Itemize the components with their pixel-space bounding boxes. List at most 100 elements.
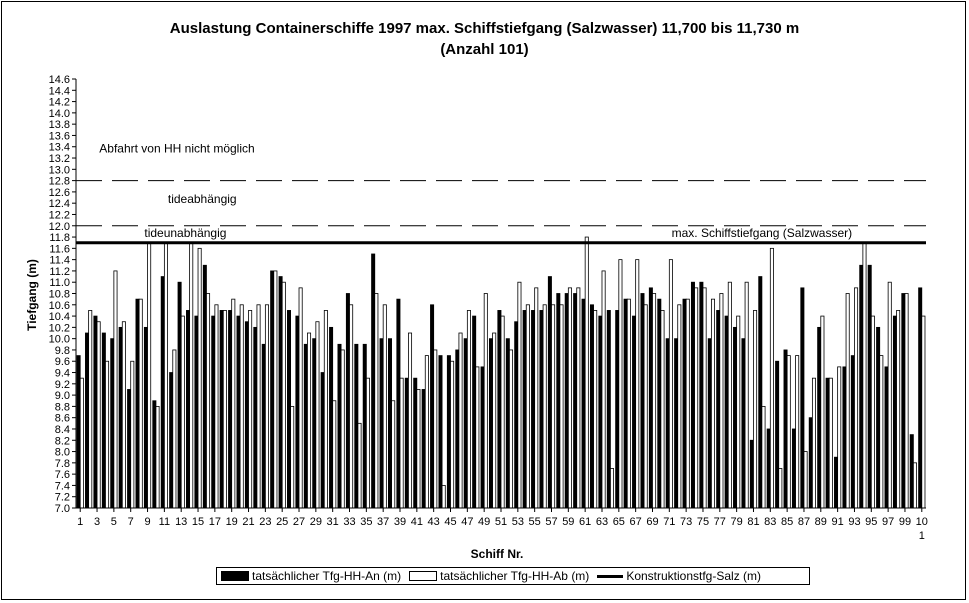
bar-an (135, 298, 140, 509)
y-tick-label: 10.4 (49, 311, 70, 323)
reference-lines (76, 180, 926, 245)
annotation-label: Abfahrt von HH nicht möglich (99, 141, 254, 155)
bar-ab (769, 247, 774, 509)
bar-ab (273, 270, 278, 509)
x-tick-label: 89 (815, 516, 827, 528)
bar-an (741, 338, 746, 509)
x-tick-label: 97 (882, 516, 894, 528)
y-tick-label: 12.4 (49, 198, 70, 210)
bar-ab (904, 293, 909, 509)
x-tick-label: 81 (747, 516, 759, 528)
bar-an (497, 310, 502, 509)
y-tick-label: 11.4 (49, 255, 70, 267)
bar-an (169, 372, 174, 509)
bar-ab (610, 468, 615, 509)
bar-ab (248, 310, 253, 509)
x-tick-label: 65 (613, 516, 625, 528)
bar-an (749, 439, 754, 509)
bar-ab (879, 355, 884, 509)
bar-an (253, 326, 258, 509)
x-tick-label: 17 (209, 516, 221, 528)
bar-ab (450, 360, 455, 509)
x-tick-label: 93 (848, 516, 860, 528)
bar-an (152, 400, 157, 509)
bar-ab (559, 304, 564, 509)
bar-ab (475, 366, 480, 509)
y-tick-label: 14.2 (49, 97, 70, 109)
bar-an (674, 338, 679, 509)
bar-an (472, 315, 477, 509)
bar-an (808, 417, 813, 509)
legend-label-an: tatsächlicher Tfg-HH-An (m) (252, 569, 402, 583)
bar-an (615, 310, 620, 509)
bar-ab (466, 310, 471, 509)
annotations: Abfahrt von HH nicht möglich tideabhängig… (99, 141, 852, 240)
x-tick-label: 83 (764, 516, 776, 528)
x-tick-label: 41 (411, 516, 423, 528)
legend-item-ab: tatsächlicher Tfg-HH-Ab (m) (409, 569, 589, 583)
bar-ab (854, 287, 859, 509)
bar-an (640, 293, 645, 509)
bar-an (766, 428, 771, 509)
bar-ab (921, 315, 926, 509)
y-tick-label: 13.0 (49, 164, 70, 176)
bar-an (387, 338, 392, 509)
y-tick-label: 7.6 (55, 469, 70, 481)
bar-ab (214, 304, 219, 509)
bar-ab (635, 259, 640, 509)
bar-an (194, 315, 199, 509)
y-tick-label: 10.0 (49, 334, 70, 346)
bar-ab (803, 451, 808, 509)
bar-an (783, 349, 788, 509)
bar-ab (702, 287, 707, 509)
y-tick-label: 8.4 (55, 424, 70, 436)
bar-ab (483, 293, 488, 509)
bar-ab (593, 310, 598, 509)
bar-an (791, 428, 796, 509)
bar-an (632, 315, 637, 509)
bar-an (228, 310, 233, 509)
bar-an (421, 389, 426, 509)
y-tick-label: 8.2 (55, 435, 70, 447)
bar-an (160, 276, 165, 509)
bar-ab (660, 310, 665, 509)
bar-an (362, 343, 367, 509)
bar-ab (264, 304, 269, 509)
bar-an (118, 326, 123, 509)
bar-an (186, 310, 191, 509)
bar-ab (744, 281, 749, 509)
bar-an (455, 349, 460, 509)
bar-an (657, 298, 662, 509)
bar-an (320, 372, 325, 509)
bar-an (598, 315, 603, 509)
x-tick-label: 91 (832, 516, 844, 528)
bar-an (514, 321, 519, 509)
y-tick-label: 14.4 (49, 85, 70, 97)
bar-an (842, 366, 847, 509)
bar-an (606, 310, 611, 509)
bar-ab (79, 377, 84, 509)
bar-an (76, 355, 81, 509)
x-tick-label: 31 (327, 516, 339, 528)
bar-ab (567, 287, 572, 509)
bar-an (278, 276, 283, 509)
x-tick-label: 77 (714, 516, 726, 528)
y-tick-label: 9.4 (55, 368, 70, 380)
bar-an (909, 434, 914, 509)
x-tick-label: 39 (394, 516, 406, 528)
bar-ab (399, 377, 404, 509)
annotation-label: tideabhängig (168, 192, 237, 206)
x-tick-label: 75 (697, 516, 709, 528)
bar-an (354, 343, 359, 509)
x-tick-label: 9 (144, 516, 150, 528)
y-tick-label: 7.8 (55, 458, 70, 470)
bar-ab (155, 405, 160, 509)
bar-ab (584, 236, 589, 509)
bars (76, 236, 926, 509)
bar-an (573, 293, 578, 509)
bar-an (93, 315, 98, 509)
bar-an (648, 287, 653, 509)
bar-an (219, 310, 224, 509)
bar-an (261, 343, 266, 509)
bar-an (733, 326, 738, 509)
